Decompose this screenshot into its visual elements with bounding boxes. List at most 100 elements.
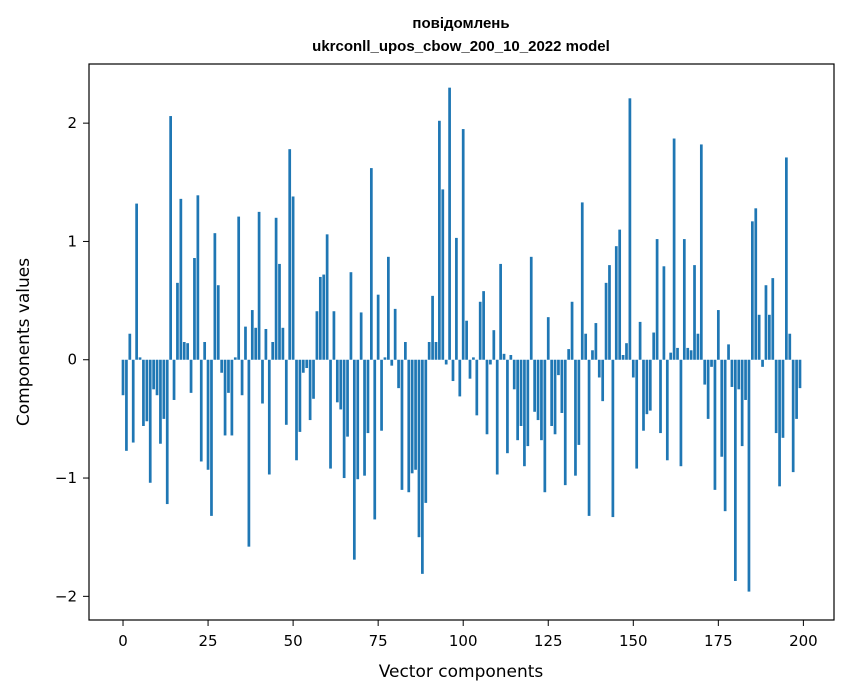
bar [359, 312, 363, 360]
bar [723, 359, 727, 512]
bar [315, 311, 319, 360]
bars-group [121, 87, 802, 592]
bar [298, 359, 302, 432]
bar [404, 342, 407, 360]
bar [574, 359, 577, 476]
bar [550, 359, 554, 426]
bar [335, 359, 339, 403]
bar [563, 359, 567, 486]
x-axis-label: Vector components [379, 662, 544, 682]
bar [635, 359, 639, 469]
bar [478, 301, 482, 360]
bar [227, 359, 230, 393]
bar [312, 359, 315, 399]
bar [778, 359, 781, 487]
bar [155, 359, 159, 396]
bar [237, 216, 241, 360]
bar [444, 359, 448, 365]
bar [295, 359, 298, 461]
bar [465, 320, 468, 360]
bar [301, 359, 305, 373]
bar [414, 359, 417, 470]
bar [747, 359, 751, 592]
y-tick-label: 0 [67, 351, 77, 369]
bar [387, 256, 390, 360]
bar [716, 310, 720, 360]
bar [761, 359, 764, 367]
bar [448, 87, 451, 360]
bar [329, 359, 332, 469]
bar [254, 327, 258, 360]
bar [472, 357, 475, 360]
bar [186, 343, 190, 360]
bar [233, 357, 237, 360]
bar [271, 342, 275, 360]
bar [247, 359, 251, 547]
bar [400, 359, 404, 490]
x-tick-label: 200 [789, 632, 818, 650]
bar [529, 256, 533, 360]
bar [305, 359, 309, 369]
bar [257, 211, 261, 360]
bar [165, 359, 169, 505]
bar [720, 359, 724, 457]
bar [713, 359, 717, 490]
bar [393, 308, 397, 360]
bar [597, 359, 601, 378]
bar [397, 359, 400, 389]
bar [475, 359, 479, 416]
bar [543, 359, 547, 493]
y-axis-ticks: −2 −1 0 1 2 [55, 114, 89, 605]
bar [689, 350, 693, 360]
bar [645, 359, 649, 415]
bar [250, 310, 254, 360]
bar [458, 359, 462, 397]
bar [363, 359, 366, 476]
bar [727, 344, 730, 360]
y-tick-label: −2 [55, 587, 77, 605]
bar [516, 359, 519, 441]
bar [614, 246, 618, 360]
bar [795, 359, 798, 419]
plot-frame [88, 63, 835, 621]
bar [506, 359, 509, 454]
bar [278, 263, 281, 360]
bar [730, 359, 734, 387]
bar [451, 359, 455, 382]
x-axis-ticks: 0 25 50 75 100 125 150 175 200 [118, 620, 818, 650]
bar [489, 359, 492, 365]
x-tick-label: 150 [619, 632, 648, 650]
bar [427, 342, 431, 360]
bar [618, 229, 622, 360]
bar [587, 359, 591, 516]
bar [179, 198, 183, 360]
bar [438, 120, 441, 360]
bar [570, 301, 574, 360]
bar [162, 359, 166, 419]
bar [733, 359, 737, 581]
bar [652, 332, 656, 360]
bar [567, 349, 571, 360]
chart-title: повідомлень [412, 15, 509, 32]
bar [631, 359, 635, 378]
bar [240, 359, 244, 396]
bar [485, 359, 489, 435]
bar [193, 258, 196, 360]
bar [781, 359, 785, 438]
y-tick-label: 2 [67, 114, 77, 132]
bar [706, 359, 710, 419]
bar [608, 265, 611, 360]
x-tick-label: 125 [534, 632, 563, 650]
bar [594, 323, 598, 360]
bar [169, 116, 172, 360]
bar [621, 355, 625, 360]
bar [213, 233, 217, 360]
bar [499, 263, 502, 360]
bar [751, 221, 754, 360]
bar [710, 359, 713, 367]
bar [288, 149, 292, 360]
bar [346, 359, 349, 437]
bar [580, 202, 584, 360]
bar [536, 359, 540, 421]
